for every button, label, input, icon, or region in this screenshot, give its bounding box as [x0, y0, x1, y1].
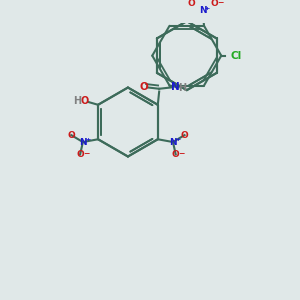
Text: −: − [178, 149, 185, 158]
Text: +: + [205, 6, 210, 10]
Text: N: N [199, 6, 206, 15]
Text: −: − [83, 149, 89, 158]
Text: N: N [171, 82, 180, 92]
Text: +: + [85, 137, 90, 142]
Text: N: N [169, 137, 177, 146]
Text: O: O [68, 130, 75, 140]
Text: O: O [210, 0, 218, 8]
Text: Cl: Cl [231, 51, 242, 61]
Text: +: + [175, 137, 180, 142]
Text: N: N [79, 137, 87, 146]
Text: H: H [73, 96, 81, 106]
Text: H: H [178, 83, 186, 93]
Text: O: O [81, 96, 89, 106]
Text: O: O [181, 130, 188, 140]
Text: O: O [76, 150, 84, 159]
Text: O: O [140, 82, 148, 92]
Text: O: O [187, 0, 195, 8]
Text: −: − [217, 0, 224, 7]
Text: O: O [172, 150, 180, 159]
